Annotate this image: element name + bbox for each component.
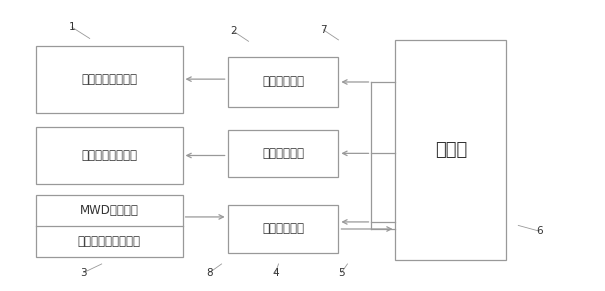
Text: 电流控制模块: 电流控制模块	[262, 75, 304, 88]
Text: 数据采集模块: 数据采集模块	[262, 223, 304, 235]
Text: 6: 6	[536, 226, 543, 236]
Bar	[36, 196, 183, 257]
Bar	[36, 46, 183, 113]
Text: 计算机: 计算机	[435, 141, 467, 159]
Text: 三轴无磁标定转台: 三轴无磁标定转台	[81, 149, 137, 162]
Bar	[227, 205, 338, 253]
Bar	[227, 130, 338, 177]
Text: 3: 3	[80, 267, 87, 278]
Text: 2: 2	[231, 26, 237, 36]
Text: 三轴亥姆霍兹线圈: 三轴亥姆霍兹线圈	[81, 73, 137, 86]
Text: 1: 1	[68, 22, 75, 32]
Text: 高精度磁通门传感器: 高精度磁通门传感器	[77, 235, 141, 248]
Text: 8: 8	[206, 267, 213, 278]
Text: 4: 4	[272, 267, 279, 278]
Text: 转台控制模块: 转台控制模块	[262, 147, 304, 160]
Bar	[227, 57, 338, 107]
Text: 7: 7	[320, 25, 327, 35]
Text: MWD定向探管: MWD定向探管	[80, 204, 139, 217]
Text: 5: 5	[338, 267, 345, 278]
Bar	[396, 40, 506, 260]
Bar	[36, 127, 183, 184]
